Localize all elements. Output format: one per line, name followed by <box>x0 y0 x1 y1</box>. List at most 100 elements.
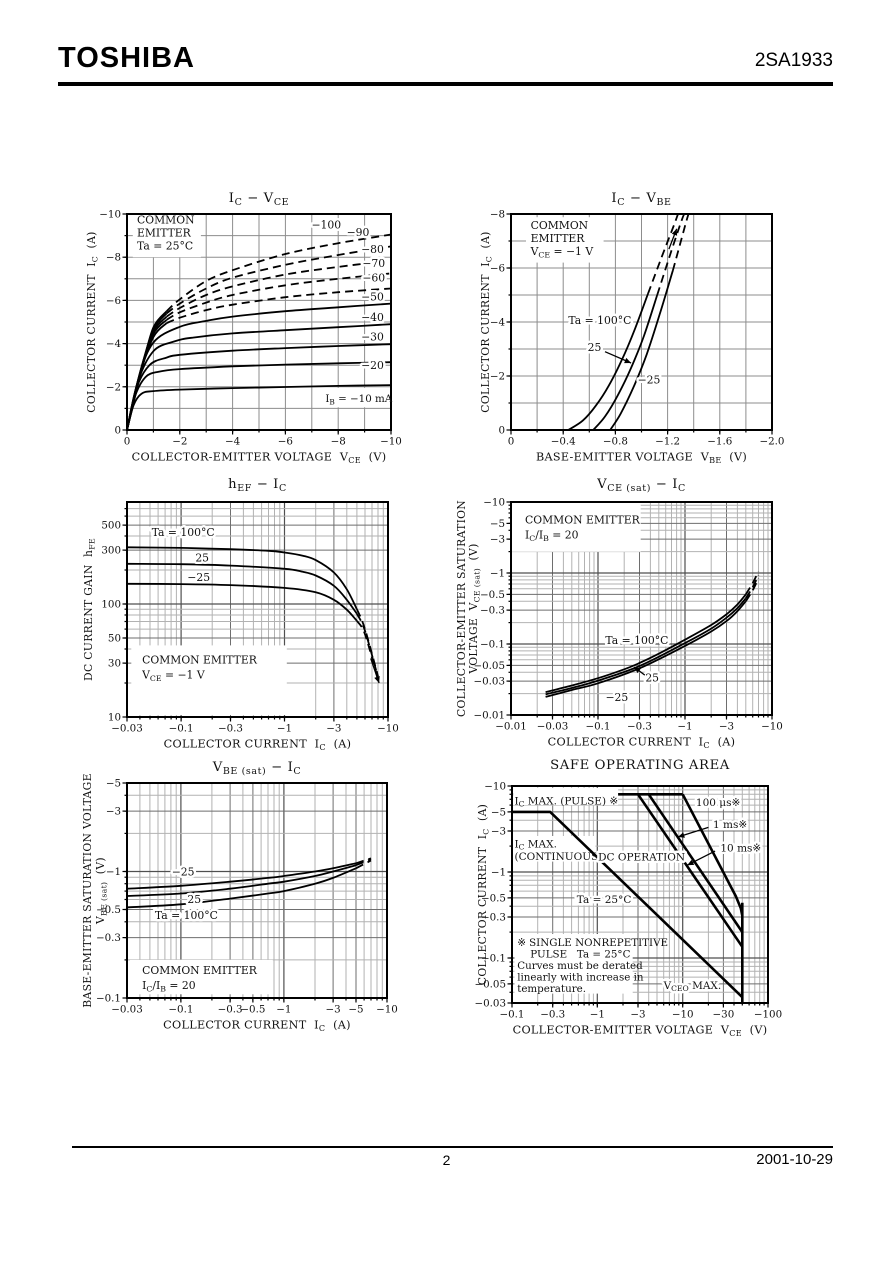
arrow-head <box>624 357 632 364</box>
annotation: IC/IB = 20 <box>142 979 196 993</box>
chart-title: IC − VBE <box>611 191 671 208</box>
tick-label: 0 <box>498 425 505 437</box>
curve-ib-60ma <box>166 287 392 324</box>
axis-ticks <box>122 213 392 435</box>
tick-label: −0.3 <box>218 1004 243 1016</box>
annotation: 1 ms※ <box>713 819 747 831</box>
tick-labels: −0.01 −0.03 −0.1 −0.3 −1 −3 −10 −10 −5 −3 −1 −0.5 −0… <box>473 497 782 733</box>
curves <box>567 213 690 431</box>
tick-label: −1 <box>491 867 506 879</box>
tick-label: 0 <box>508 436 515 448</box>
curve-ta-100c <box>567 293 649 431</box>
annotation: 25 <box>187 893 201 906</box>
tick-label: −3 <box>490 534 505 546</box>
arrow-head <box>374 676 380 683</box>
arrow-head <box>634 667 641 674</box>
curve-ib-20ma <box>126 361 392 431</box>
tick-labels: −0.1 −0.3 −1 −3 −10 −30 −100 −10 −5 −3 −1 −0.5 −0.3 −… <box>474 781 782 1021</box>
curve-ib-70ma <box>166 272 392 321</box>
tick-label: −2.0 <box>759 436 784 448</box>
annotation: VCE = −1 V <box>530 245 594 259</box>
annotation: −40 <box>361 311 384 324</box>
x-axis-label: COLLECTOR CURRENT IC (A) <box>548 736 736 751</box>
chart-title: VBE (sat) − IC <box>212 760 302 777</box>
annotation: EMITTER <box>137 227 192 240</box>
annotation: EMITTER <box>531 232 586 245</box>
tick-label: −1 <box>677 721 692 733</box>
chart-title: SAFE OPERATING AREA <box>550 758 730 773</box>
annotation: COMMON EMITTER <box>142 654 258 667</box>
tick-label: −0.05 <box>474 978 506 990</box>
curve-ta-m25c <box>545 600 747 698</box>
curve-ta-25c <box>126 562 358 615</box>
curve-ib-10ma <box>126 384 392 431</box>
tick-label: −0.3 <box>481 912 506 924</box>
arrow-head <box>687 859 695 866</box>
chart-svg-vbe-sat-ic: −0.03 −0.1 −0.3−0.5 −1 −3 −5 −10−5−3−1−0.5−0.3… <box>81 760 398 1033</box>
tick-label: −10 <box>376 1004 398 1016</box>
tick-label: −0.3 <box>540 1009 565 1021</box>
tick-label: −0.05 <box>473 660 505 672</box>
curves <box>126 233 392 431</box>
tick-label: −0.5 <box>481 892 506 904</box>
tick-label: −0.1 <box>168 1004 193 1016</box>
annotation: Ta = 25°C <box>577 894 632 906</box>
label-bg-over <box>129 959 273 995</box>
toshiba-logo: TOSHIBA <box>58 42 195 74</box>
curve-ta-100c <box>745 571 760 595</box>
tick-label: −0.03 <box>537 721 569 733</box>
annotation: −60 <box>362 271 385 284</box>
annotation: 100 μs※ <box>696 797 741 809</box>
curve-pulse-1ms <box>647 793 744 933</box>
curve-ta-100c <box>647 213 679 295</box>
footer-rule <box>72 1146 833 1148</box>
chart-hfe-ic: −0.03 −0.1 −0.3 −1 −3 −10 10 30 50 100 300 500 COLLE… <box>58 474 410 779</box>
curve-ta-25c <box>126 864 357 897</box>
annotation: (CONTINUOUS) <box>515 851 603 863</box>
annotation: −25 <box>606 691 629 704</box>
tick-label: −4 <box>106 338 122 350</box>
annotation: IC/IB = 20 <box>525 528 579 542</box>
callout-arrow <box>370 658 380 684</box>
tick-label: −0.3 <box>96 932 121 944</box>
chart-ic-vbe: 0 −0.4 −0.8 −1.2 −1.6 −2.0 0 −2 −4 −6 −8 BASE-EMITT… <box>443 186 795 487</box>
label-bg <box>512 836 596 862</box>
chart-svg-hfe-ic: −0.03 −0.1 −0.3 −1 −3 −10 10 30 50 100 300 500 COLLE… <box>82 477 399 752</box>
annotation: linearly with increase in <box>517 971 644 983</box>
tick-label: −0.5 <box>96 904 121 916</box>
page-number: 2 <box>442 1152 451 1168</box>
chart-ic-vce: 0 −2 −4 −6 −8 −10 0 −2 −4 −6 −8 −10 COLLECTOR-EMITTE… <box>58 186 410 487</box>
label-bg <box>325 387 391 408</box>
tick-label: −10 <box>483 497 505 509</box>
label-bg <box>526 217 604 263</box>
plot-frame <box>511 785 769 1004</box>
callout-arrow <box>677 826 709 838</box>
annotations: IC MAX. (PULSE) ※ IC MAX.(CONTINUOUS)DC O… <box>515 795 764 996</box>
tick-label: −1 <box>276 1004 291 1016</box>
tick-label: −8 <box>331 436 346 448</box>
tick-label: −0.03 <box>473 676 505 688</box>
y-axis-label: COLLECTOR-EMITTER SATURATION <box>455 500 468 717</box>
curve-pulse-10ms <box>636 793 744 948</box>
tick-label: −10 <box>484 781 506 793</box>
annotation: IB = −10 mA <box>325 393 392 406</box>
annotation: Ta = 100°C <box>568 314 631 327</box>
annotation: −90 <box>347 226 370 239</box>
curve-ta-25c <box>356 613 379 678</box>
tick-label: −6 <box>106 295 121 307</box>
chart-svg-ic-vbe: 0 −0.4 −0.8 −1.2 −1.6 −2.0 0 −2 −4 −6 −8 BASE-EMITT… <box>479 191 785 465</box>
tick-label: 0 <box>114 425 121 437</box>
tick-labels: −0.03 −0.1 −0.3−0.5 −1 −3 −5 −10−5−3−1−0.5−0.3… <box>96 778 398 1016</box>
tick-label: −10 <box>761 721 783 733</box>
tick-labels: −0.03 −0.1 −0.3 −1 −3 −10 10 30 50 100 300 500 <box>101 520 399 735</box>
y-axis-label: COLLECTOR CURRENT IC (A) <box>476 804 490 985</box>
annotation: −25 <box>187 571 210 584</box>
tick-label: −5 <box>106 778 121 790</box>
tick-label: −2 <box>106 381 121 393</box>
tick-label: −0.3 <box>480 605 505 617</box>
tick-label: −0.1 <box>585 721 610 733</box>
curve-ib-100ma <box>165 233 392 312</box>
tick-label: −1 <box>277 723 292 735</box>
